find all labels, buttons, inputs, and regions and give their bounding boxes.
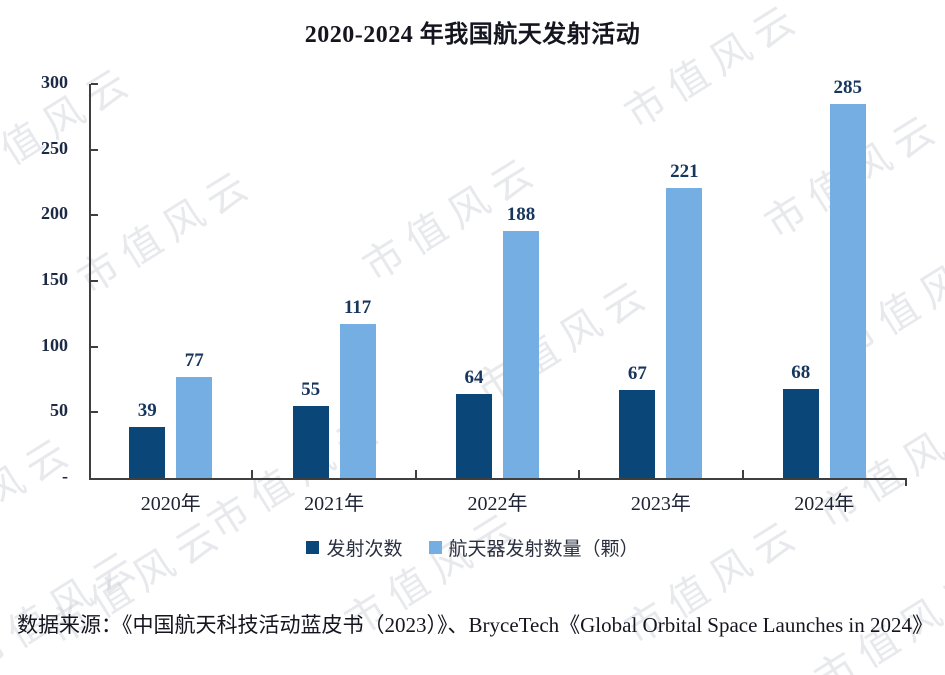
x-tick: [414, 470, 417, 478]
y-tick: [91, 83, 98, 85]
chart-title: 2020-2024 年我国航天发射活动: [304, 22, 641, 48]
x-category-label: 2023年: [630, 493, 691, 515]
x-category-label: 2024年: [794, 493, 855, 515]
bar-value-label: 68: [791, 361, 811, 383]
x-axis-end-tick: [905, 478, 907, 486]
bar-发射次数-2022年: [456, 393, 492, 478]
y-tick: [91, 345, 98, 348]
x-category-label: 2020年: [140, 493, 201, 515]
y-tick: [91, 411, 98, 414]
bar-value-label: 285: [833, 76, 863, 98]
bar-value-label: 67: [627, 363, 647, 384]
y-tick-label: 100: [41, 334, 68, 355]
legend-swatch-icon: [428, 541, 442, 554]
bar-发射次数-2024年: [782, 388, 819, 478]
x-tick: [578, 470, 581, 478]
legend-item: 航天器发射数量（颗）: [428, 534, 639, 561]
bar-value-label: 117: [343, 297, 372, 319]
y-tick-label: 200: [41, 203, 68, 224]
y-tick-label: 50: [50, 400, 68, 421]
bar-航天器发射数量（颗）-2020年: [176, 376, 213, 478]
bar-发射次数-2023年: [619, 390, 656, 478]
bar-发射次数-2021年: [292, 405, 329, 478]
legend-label: 发射次数: [326, 539, 403, 560]
y-tick-label: 150: [41, 269, 68, 289]
x-axis-line: [89, 478, 907, 480]
y-tick-label: -: [62, 466, 68, 486]
x-tick: [251, 470, 254, 478]
x-category-label: 2022年: [467, 493, 528, 515]
bar-航天器发射数量（颗）-2022年: [503, 231, 539, 478]
bar-航天器发射数量（颗）-2021年: [339, 324, 376, 478]
bar-value-label: 55: [301, 378, 321, 400]
x-tick: [741, 470, 744, 478]
y-tick: [91, 280, 98, 282]
legend-label: 航天器发射数量（颗）: [448, 539, 639, 560]
bar-航天器发射数量（颗）-2024年: [829, 103, 866, 478]
y-tick: [91, 214, 98, 217]
y-tick: [91, 148, 98, 151]
x-category-label: 2021年: [304, 493, 365, 515]
bar-航天器发射数量（颗）-2023年: [666, 187, 703, 478]
y-tick-label: 300: [41, 72, 68, 92]
bar-value-label: 39: [137, 399, 157, 421]
source-note: 数据来源：《中国航天科技活动蓝皮书（2023）》、BryceTech《Globa…: [17, 613, 933, 637]
bar-value-label: 188: [506, 204, 536, 226]
legend-swatch-icon: [306, 541, 320, 554]
bar-value-label: 221: [670, 160, 699, 182]
legend-item: 发射次数: [306, 534, 403, 561]
bar-value-label: 77: [184, 349, 204, 371]
y-tick-label: 250: [41, 137, 68, 158]
bar-value-label: 64: [464, 366, 484, 388]
chart-legend: 发射次数 航天器发射数量（颗）: [0, 534, 945, 561]
y-axis-line: [89, 84, 91, 480]
bar-发射次数-2020年: [129, 426, 166, 478]
